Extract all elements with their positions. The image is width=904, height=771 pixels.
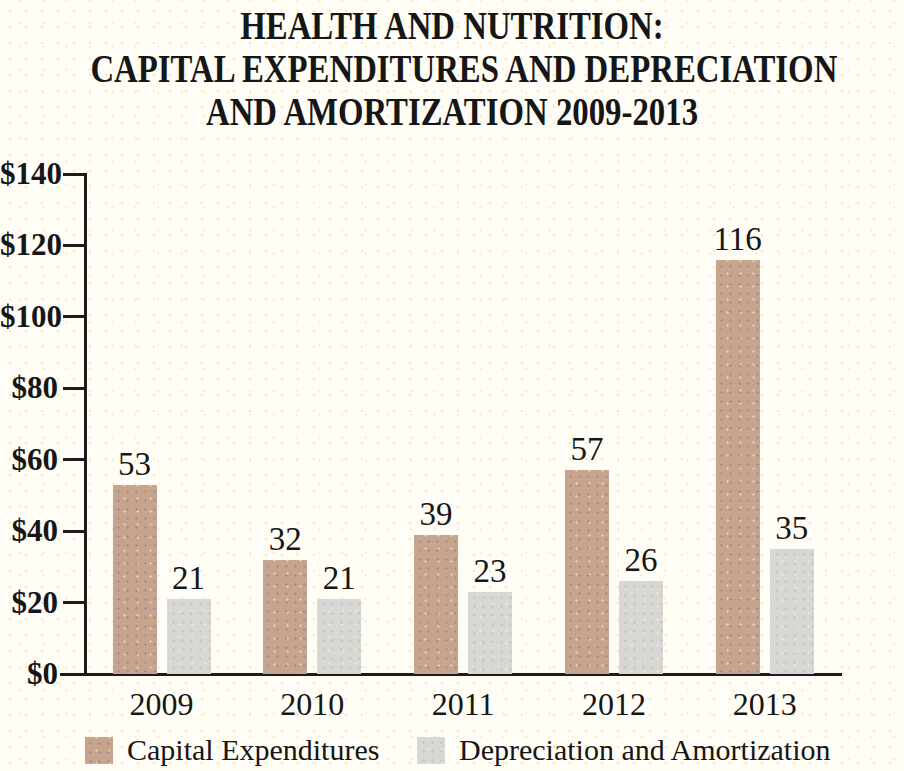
legend-swatch-depreciation-amortization <box>417 737 445 764</box>
y-tick--140 <box>63 173 85 176</box>
bar-value-2010-capital-expenditures: 32 <box>235 522 335 556</box>
x-axis-label-2013: 2013 <box>695 687 835 721</box>
legend-item-depreciation-amortization: Depreciation and Amortization <box>417 734 831 766</box>
y-tick-label--0: $0 <box>0 656 58 692</box>
y-tick--80 <box>63 387 85 390</box>
x-axis-label-2011: 2011 <box>393 687 533 721</box>
bar-chart: $0 $20 $40 $60 $80 $100 $120 $140 53 21 2009 32 21 20… <box>0 0 904 771</box>
x-axis-label-2010: 2010 <box>242 687 382 721</box>
legend-swatch-capital-expenditures <box>85 737 113 764</box>
y-tick--40 <box>63 530 85 533</box>
y-tick-label--60: $60 <box>0 442 58 478</box>
bar-value-2013-depreciation-and-amortization: 35 <box>742 511 842 545</box>
y-tick-label--40: $40 <box>0 513 58 549</box>
legend-item-capital-expenditures: Capital Expenditures <box>85 734 379 766</box>
bar-value-2010-depreciation-and-amortization: 21 <box>289 561 389 595</box>
y-tick--20 <box>63 601 85 604</box>
y-tick-label--140: $140 <box>0 156 58 192</box>
bar-value-2011-capital-expenditures: 39 <box>386 497 486 531</box>
bar-value-2009-depreciation-and-amortization: 21 <box>139 561 239 595</box>
legend-label-capital-expenditures: Capital Expenditures <box>127 734 379 766</box>
y-tick--100 <box>63 315 85 318</box>
bar-2013-capital-expenditures <box>716 260 760 674</box>
y-tick--120 <box>63 244 85 247</box>
bar-2013-depreciation-and-amortization <box>770 549 814 674</box>
bar-2012-depreciation-and-amortization <box>619 581 663 674</box>
bar-value-2013-capital-expenditures: 116 <box>688 222 788 256</box>
bar-2011-depreciation-and-amortization <box>468 592 512 674</box>
bar-2010-depreciation-and-amortization <box>317 599 361 674</box>
bar-value-2011-depreciation-and-amortization: 23 <box>440 554 540 588</box>
bar-value-2009-capital-expenditures: 53 <box>85 447 185 481</box>
bar-value-2012-capital-expenditures: 57 <box>537 432 637 466</box>
x-axis-label-2012: 2012 <box>544 687 684 721</box>
legend-label-depreciation-amortization: Depreciation and Amortization <box>459 734 831 766</box>
y-tick-label--80: $80 <box>0 370 58 406</box>
y-tick-label--100: $100 <box>0 299 58 335</box>
figure-page: HEALTH AND NUTRITION: CAPITAL EXPENDITUR… <box>0 0 904 771</box>
y-tick-label--120: $120 <box>0 227 58 263</box>
y-tick--60 <box>63 458 85 461</box>
bar-value-2012-depreciation-and-amortization: 26 <box>591 543 691 577</box>
x-axis-label-2009: 2009 <box>92 687 232 721</box>
y-tick-label--20: $20 <box>0 585 58 621</box>
bar-2009-depreciation-and-amortization <box>167 599 211 674</box>
